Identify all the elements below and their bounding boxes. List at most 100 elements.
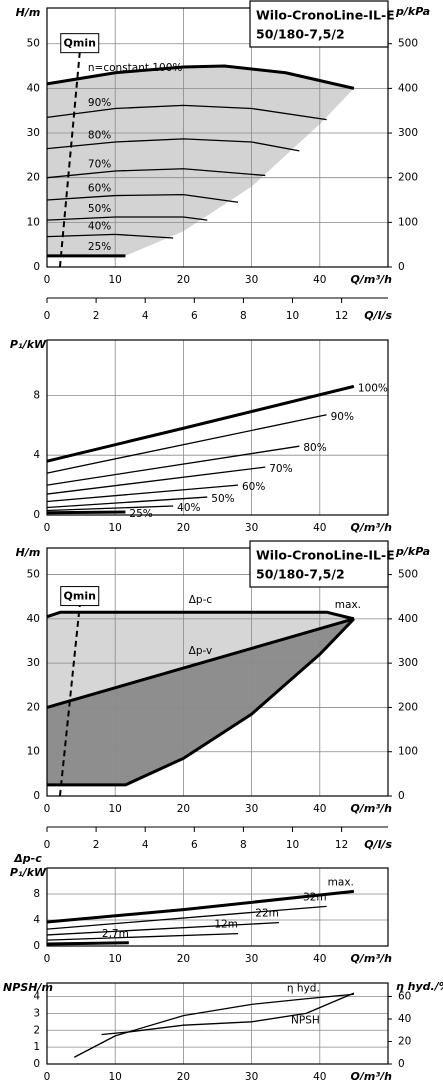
x2-tick-label: 0 bbox=[44, 839, 51, 851]
y-tick-label: 30 bbox=[27, 127, 40, 139]
curve bbox=[46, 510, 126, 515]
chart-title: Wilo-CronoLine-IL-E bbox=[256, 548, 395, 563]
y2-tick-label: 200 bbox=[398, 701, 418, 713]
curve bbox=[46, 941, 129, 946]
x-tick-label: 10 bbox=[109, 803, 122, 815]
curve-label: 90% bbox=[331, 411, 354, 423]
y-tick-label: 0 bbox=[33, 509, 40, 521]
y-tick-label: 2 bbox=[33, 1024, 40, 1036]
x-tick-label: 0 bbox=[44, 953, 51, 965]
x-tick-label: 30 bbox=[245, 803, 258, 815]
curve bbox=[47, 617, 355, 787]
curve bbox=[46, 168, 266, 179]
y2-tick-label: 200 bbox=[398, 172, 418, 184]
curve-label: 80% bbox=[88, 130, 111, 142]
curve-label: 25% bbox=[88, 241, 111, 253]
y-tick-label: 10 bbox=[27, 216, 40, 228]
plot-frame bbox=[46, 547, 389, 797]
chart-title: Wilo-CronoLine-IL-E bbox=[256, 8, 395, 23]
curve-label: 25% bbox=[129, 508, 152, 520]
y-axis-label: NPSH/m bbox=[3, 981, 53, 994]
curve bbox=[73, 993, 354, 1058]
plot-frame bbox=[46, 7, 389, 268]
y2-tick-label: 0 bbox=[398, 261, 405, 273]
y-tick-label: 0 bbox=[33, 261, 40, 273]
curve-label: 50% bbox=[211, 493, 234, 505]
y-tick-label: 1 bbox=[33, 1041, 40, 1053]
qmin-label: Qmin bbox=[64, 37, 96, 50]
y-tick-label: 3 bbox=[33, 1007, 40, 1019]
y-tick-label: 8 bbox=[33, 888, 40, 900]
curve-label: 70% bbox=[269, 463, 292, 475]
x-tick-label: 40 bbox=[313, 803, 326, 815]
title-box bbox=[249, 0, 389, 48]
x-tick-label: 40 bbox=[313, 953, 326, 965]
curve-label: 40% bbox=[88, 220, 111, 232]
y2-tick-label: 40 bbox=[398, 1013, 411, 1025]
operating-area bbox=[47, 612, 354, 708]
x-axis-label: Q/m³/h bbox=[351, 521, 393, 534]
y-tick-label: 20 bbox=[27, 701, 40, 713]
y-axis-label: H/m bbox=[16, 546, 41, 559]
curve bbox=[46, 889, 355, 924]
x2-tick-label: 2 bbox=[93, 839, 100, 851]
x-tick-label: 20 bbox=[177, 522, 190, 534]
y-tick-label: 40 bbox=[27, 82, 40, 94]
curve-label: 22m bbox=[255, 908, 279, 920]
curve bbox=[46, 216, 208, 221]
y-tick-label: 4 bbox=[33, 914, 40, 926]
curve-label: NPSH bbox=[291, 1015, 320, 1027]
y-tick-label: 0 bbox=[33, 790, 40, 802]
title-box bbox=[249, 540, 389, 588]
y2-tick-label: 500 bbox=[398, 569, 418, 581]
x-tick-label: 40 bbox=[313, 522, 326, 534]
curve bbox=[46, 414, 327, 474]
x-axis-label: Q/m³/h bbox=[351, 952, 393, 965]
y-tick-label: 30 bbox=[27, 657, 40, 669]
curve bbox=[46, 194, 239, 203]
curve bbox=[46, 64, 355, 90]
chart-subtitle: 50/180-7,5/2 bbox=[256, 27, 345, 42]
curve bbox=[46, 617, 355, 709]
x2-tick-label: 4 bbox=[142, 310, 149, 322]
curve bbox=[46, 505, 174, 512]
y-tick-label: 0 bbox=[33, 940, 40, 952]
qmin-box bbox=[60, 586, 100, 607]
y2-tick-label: 20 bbox=[398, 1036, 411, 1048]
x2-tick-label: 2 bbox=[93, 310, 100, 322]
x-tick-label: 20 bbox=[177, 953, 190, 965]
y2-tick-label: 0 bbox=[398, 790, 405, 802]
x2-tick-label: 12 bbox=[335, 839, 348, 851]
y-tick-label: 8 bbox=[33, 389, 40, 401]
x2-tick-label: 8 bbox=[240, 839, 247, 851]
x-tick-label: 40 bbox=[313, 1071, 326, 1080]
x-tick-label: 0 bbox=[44, 274, 51, 286]
x-tick-label: 30 bbox=[245, 274, 258, 286]
curve-label: 40% bbox=[177, 502, 200, 514]
y2-tick-label: 400 bbox=[398, 613, 418, 625]
y-tick-label: 4 bbox=[33, 991, 40, 1003]
qmin-box bbox=[60, 33, 100, 54]
curve-label: 70% bbox=[88, 159, 111, 171]
curve bbox=[46, 484, 239, 503]
y-axis-label: P₁/kW bbox=[10, 866, 47, 879]
curve-label: 90% bbox=[88, 97, 111, 109]
y-tick-label: 0 bbox=[33, 1058, 40, 1070]
curve bbox=[46, 905, 327, 930]
curve-label: Δp-v bbox=[189, 645, 213, 657]
curve bbox=[46, 496, 208, 509]
curve bbox=[46, 445, 300, 486]
x-tick-label: 10 bbox=[109, 522, 122, 534]
x-axis-label: Q/m³/h bbox=[351, 802, 393, 815]
x-tick-label: 20 bbox=[177, 274, 190, 286]
curve-label: 12m bbox=[214, 919, 238, 931]
y-axis-label: P₁/kW bbox=[10, 338, 47, 351]
curve-label: 2,7m bbox=[102, 928, 129, 940]
y2-tick-label: 300 bbox=[398, 127, 418, 139]
y-tick-label: 50 bbox=[27, 38, 40, 50]
y2-axis-label: p/kPa bbox=[395, 545, 430, 558]
curve bbox=[46, 933, 238, 941]
curve bbox=[46, 233, 174, 239]
x2-axis-label: Q/l/s bbox=[364, 309, 392, 322]
